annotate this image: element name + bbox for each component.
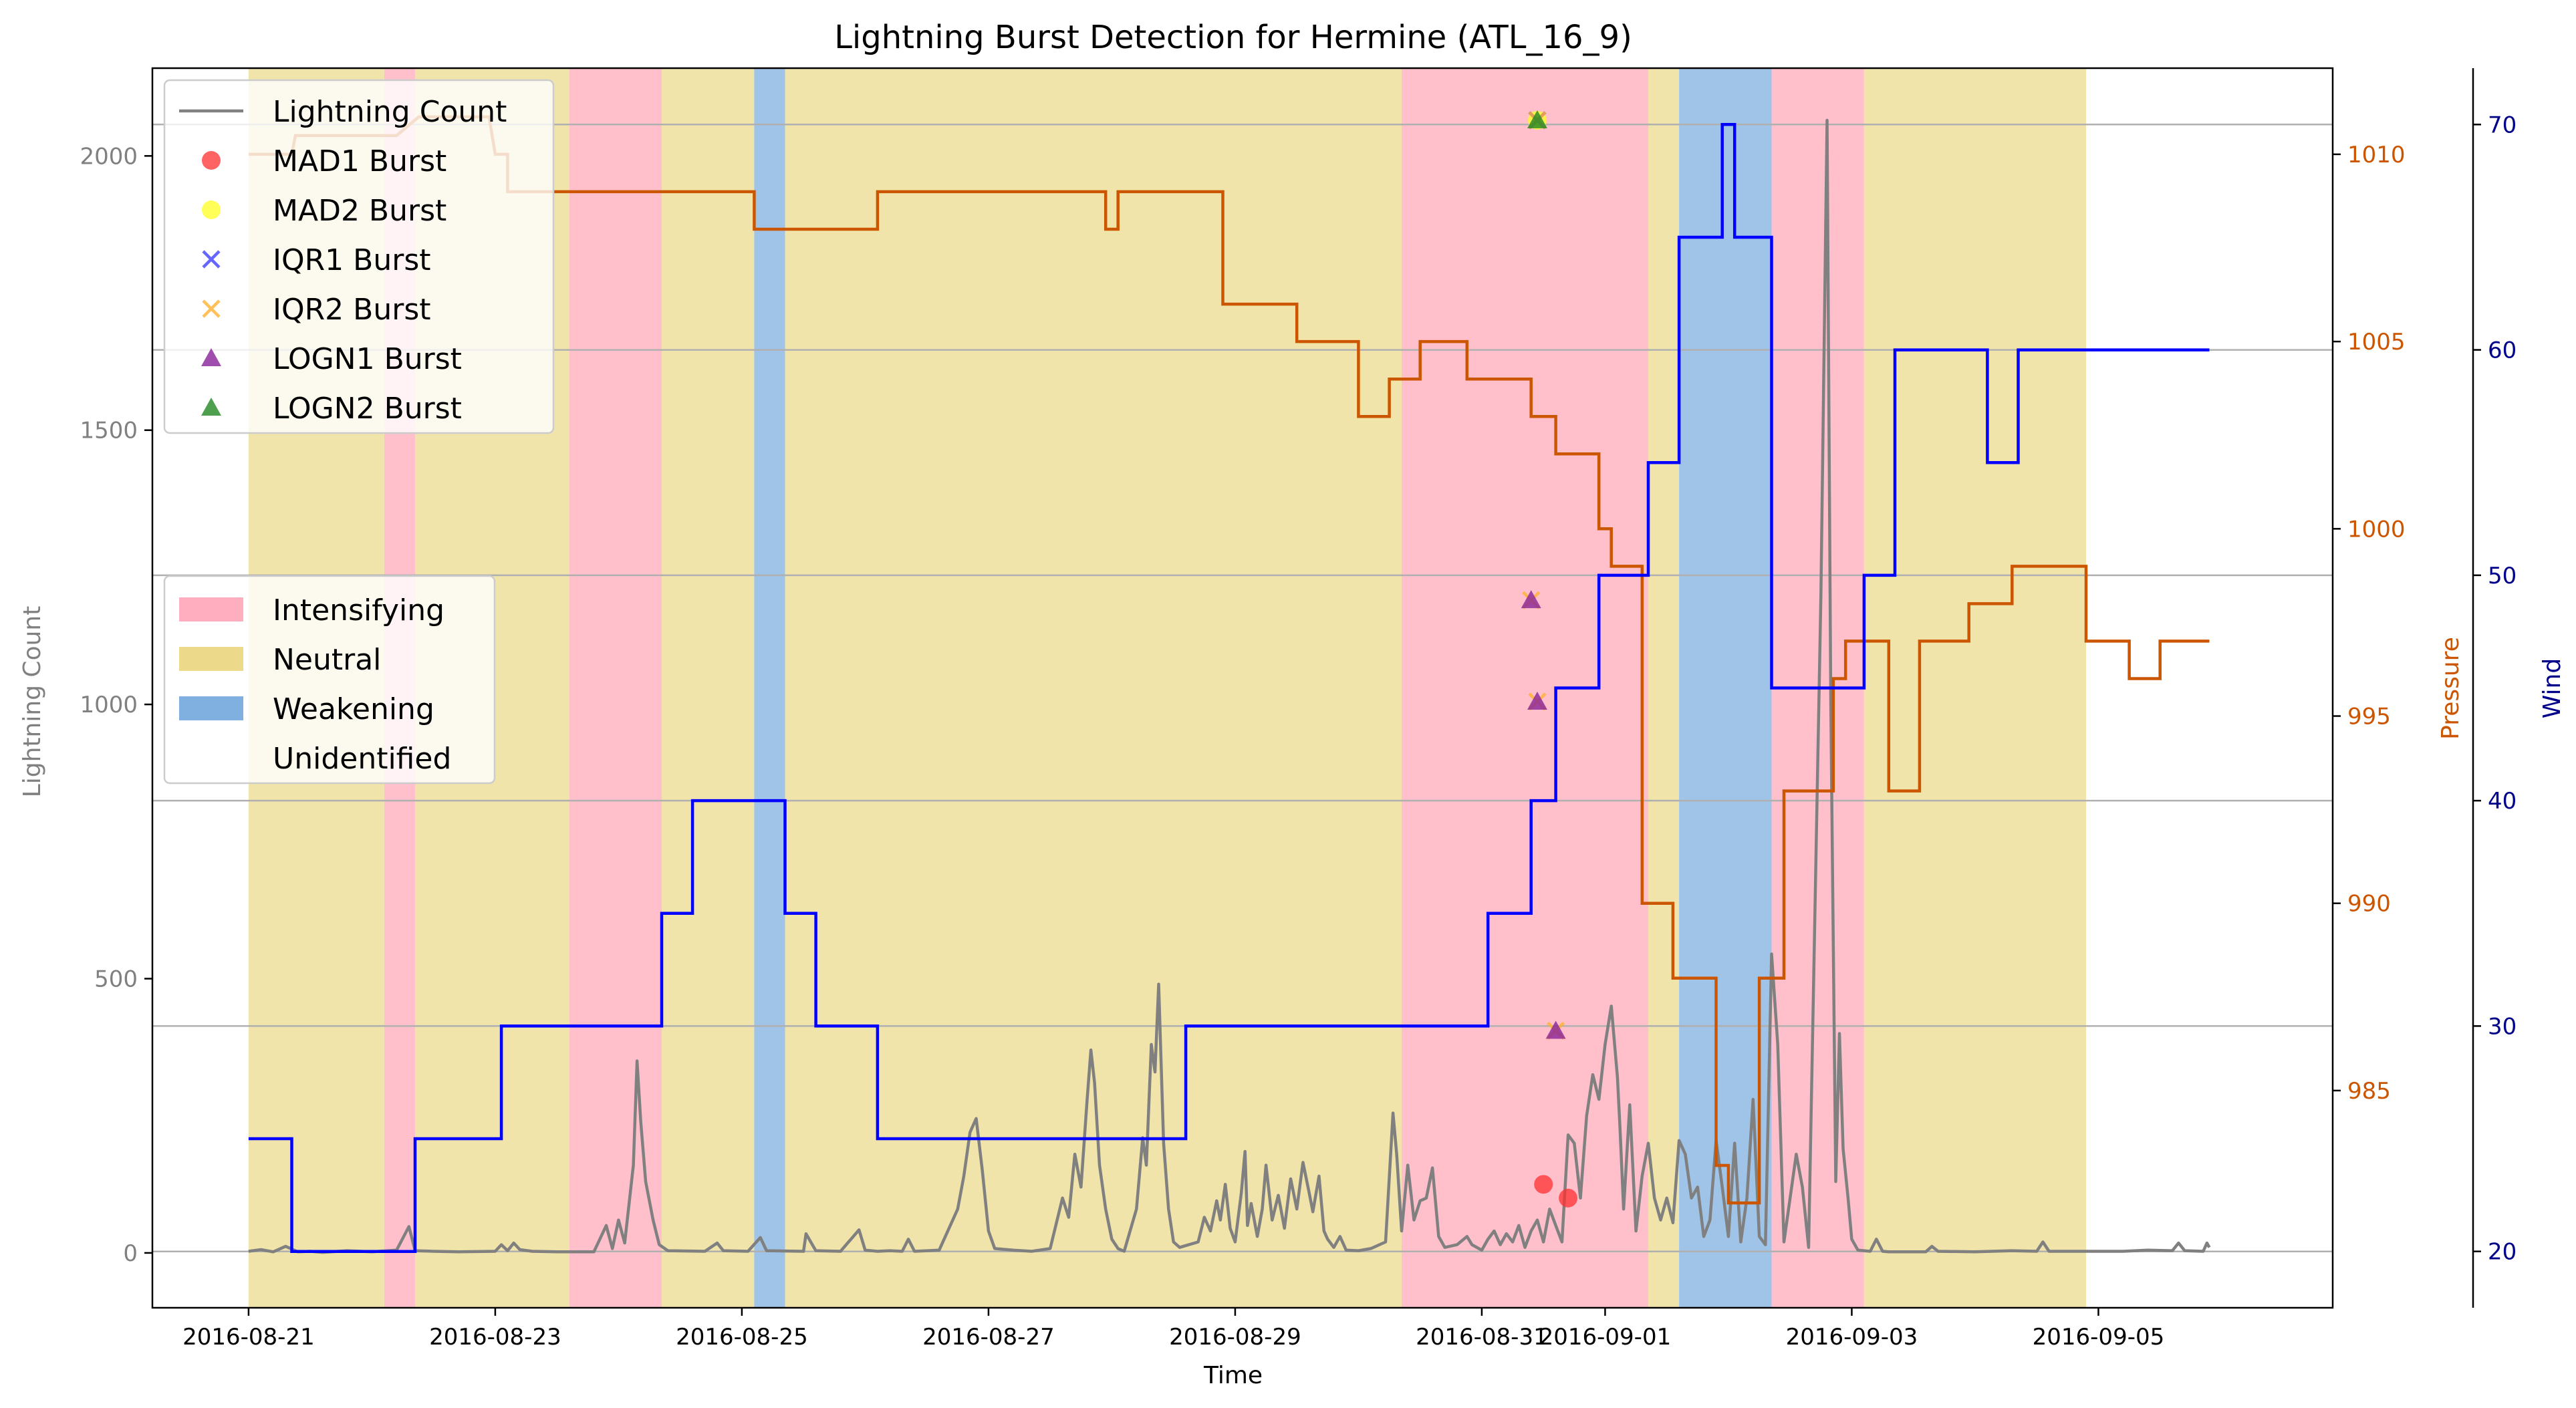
phase-band-intensifying [569,68,662,1308]
legend-label: IQR1 Burst [273,243,431,277]
y-wind-tick-label: 60 [2488,337,2517,364]
burst-markers [1521,110,1578,1208]
legend-swatch-neutral [179,647,243,671]
logn1-burst-marker [1527,692,1547,710]
y-pressure-tick-label: 1005 [2347,329,2406,356]
y-left-tick-label: 0 [123,1240,138,1267]
legend-swatch-weakening [179,696,243,720]
legend-label: MAD1 Burst [273,144,446,178]
y-axis-label-lightning: Lightning Count [19,606,46,798]
legend-swatch-iqr2 [202,299,221,318]
legend-label: LOGN1 Burst [273,342,462,376]
legend-label: Lightning Count [273,95,507,129]
phase-band-weakening [1679,68,1772,1308]
phase-band-neutral [662,68,755,1308]
legend-label: IQR2 Burst [273,293,431,327]
legend-swatch-iqr1 [202,250,221,269]
logn1-burst-marker [1545,1020,1566,1039]
plot-frame [151,67,2334,1309]
legend-label: Unidentified [273,742,451,776]
y-pressure-tick-label: 1010 [2347,142,2406,168]
y-pressure-tick-label: 990 [2347,891,2391,918]
axes: 2016-08-21 2016-08-23 2016-08-25 2016-08-27… [80,67,2517,1351]
pressure-layer [248,115,2210,1205]
y-wind-tick-label: 20 [2488,1239,2517,1266]
legend-swatch-logn1 [201,348,221,366]
legend-label: LOGN2 Burst [273,392,462,426]
logn1-burst-marker [1521,590,1541,609]
x-tick-label: 2016-08-21 [182,1324,315,1351]
phase-band-neutral [1863,68,2086,1308]
legend-label: Intensifying [273,593,444,627]
y-left-tick-label: 500 [94,966,138,993]
x-tick-label: 2016-09-05 [2033,1324,2165,1351]
x-tick-label: 2016-08-23 [429,1324,561,1351]
y-pressure-tick-label: 985 [2347,1078,2391,1105]
mad1-burst-marker [1534,1175,1553,1194]
y-left-tick-label: 1000 [80,692,138,718]
x-tick-label: 2016-09-01 [1539,1324,1672,1351]
wind-line [248,123,2210,1253]
legend-swatch-intensifying [179,597,243,621]
legend-swatch-mad1 [202,151,221,170]
legend-label: Weakening [273,692,434,726]
lightning-layer [248,118,2211,1254]
y-wind-tick-label: 30 [2488,1013,2517,1040]
logn2-burst-marker [1527,110,1547,128]
x-tick-label: 2016-08-31 [1416,1324,1548,1351]
x-tick-label: 2016-09-03 [1786,1324,1918,1351]
y-left-tick-label: 2000 [80,143,138,170]
legend-box [163,79,555,434]
y-pressure-tick-label: 1000 [2347,516,2406,543]
wind-layer [248,123,2210,1253]
legend-swatch-mad2 [202,200,221,219]
x-axis-label: Time [1203,1362,1263,1389]
legend-phases: Intensifying Neutral Weakening Unidentified [163,575,496,785]
legend-label: MAD2 Burst [273,194,446,228]
legend-box [163,575,496,785]
pressure-line [248,115,2210,1205]
y-wind-tick-label: 70 [2488,112,2517,138]
y-axis-label-wind: Wind [2539,658,2566,718]
y-pressure-tick-label: 995 [2347,704,2391,730]
x-tick-label: 2016-08-27 [922,1324,1055,1351]
phase-band-intensifying [1402,68,1648,1308]
y-axis-label-pressure: Pressure [2437,637,2464,740]
legend-swatch-logn2 [201,398,221,416]
legend-series: Lightning Count MAD1 Burst MAD2 Burst IQR1 … [163,79,555,434]
chart-title: Lightning Burst Detection for Hermine (A… [834,19,1632,56]
legend-label: Neutral [273,643,381,677]
y-wind-tick-label: 50 [2488,563,2517,589]
lightning-count-line [248,118,2211,1254]
y-wind-tick-label: 40 [2488,788,2517,815]
phase-band-neutral [785,68,1402,1308]
y-left-tick-label: 1500 [80,418,138,444]
mad1-burst-marker [1559,1188,1578,1208]
x-tick-label: 2016-08-25 [676,1324,808,1351]
phase-band-neutral [1648,68,1680,1308]
phase-band-weakening [754,68,785,1308]
x-tick-label: 2016-08-29 [1169,1324,1301,1351]
